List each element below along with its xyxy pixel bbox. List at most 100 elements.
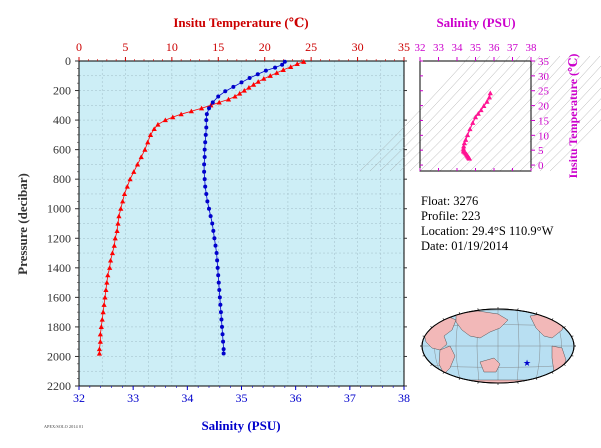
- salinity-point: [203, 140, 208, 145]
- temperature-point: [109, 250, 116, 256]
- salinity-point: [210, 221, 215, 226]
- salinity-point: [202, 169, 207, 174]
- temperature-point: [107, 265, 113, 270]
- bottom-tick-label: 33: [127, 391, 139, 405]
- temperature-point: [98, 324, 104, 329]
- salinity-point: [221, 339, 226, 344]
- temperature-point: [261, 76, 267, 81]
- y-tick-label: 0: [65, 54, 71, 68]
- map-tick-top: [422, 335, 425, 337]
- salinity-point: [216, 280, 221, 285]
- ts-point: [486, 94, 492, 100]
- ts-point: [484, 99, 490, 104]
- map-tick-top: [430, 326, 433, 328]
- y-tick-label: 1200: [47, 231, 71, 245]
- temperature-point: [102, 294, 108, 300]
- float-location: Location: 29.4°S 110.9°W: [421, 224, 554, 238]
- top-tick-label: 25: [305, 40, 317, 54]
- map-tick-top: [563, 326, 566, 328]
- temperature-point: [145, 139, 151, 145]
- top-axis-title: Insitu Temperature (℃): [173, 15, 308, 30]
- temperature-point: [121, 191, 128, 197]
- temperature-point: [97, 339, 103, 344]
- salinity-point: [216, 94, 221, 99]
- density-contour: [409, 55, 521, 172]
- salinity-point: [207, 106, 211, 111]
- salinity-line: [203, 61, 286, 354]
- salinity-point: [207, 206, 211, 211]
- ts-point: [461, 143, 467, 149]
- salinity-point: [223, 89, 228, 94]
- y-tick-label: 600: [53, 143, 71, 157]
- top-tick-label: 5: [122, 40, 128, 54]
- map-tick-bottom: [430, 364, 433, 366]
- map-tick-top: [535, 312, 538, 315]
- ts-y-tick-label: 5: [538, 145, 544, 157]
- y-axis-title: Pressure (decibar): [15, 173, 30, 275]
- salinity-point: [204, 191, 209, 196]
- salinity-point: [203, 132, 208, 137]
- temperature-point: [103, 287, 109, 293]
- continent-asia: [455, 310, 509, 339]
- ts-point: [464, 132, 471, 138]
- map-tick-top: [442, 318, 445, 321]
- temperature-point: [280, 67, 286, 72]
- salinity-point: [202, 162, 207, 167]
- temperature-point: [188, 108, 194, 114]
- ts-x-tick-label: 34: [452, 42, 464, 54]
- ts-y-tick-label: 0: [538, 160, 544, 172]
- salinity-point: [205, 199, 210, 204]
- temperature-point: [255, 79, 261, 84]
- salinity-point: [211, 228, 216, 233]
- density-contour: [379, 55, 491, 172]
- top-tick-label: 30: [352, 40, 364, 54]
- temperature-point: [250, 82, 257, 87]
- temperature-point: [294, 61, 300, 67]
- temperature-point: [120, 198, 126, 204]
- y-tick-label: 2000: [47, 349, 71, 363]
- temperature-point: [114, 228, 120, 233]
- salinity-point: [217, 287, 222, 292]
- map-tick-top: [551, 318, 554, 321]
- temperature-point: [131, 169, 137, 174]
- map-tick-bottom: [551, 371, 554, 374]
- map-tick-top: [458, 312, 461, 315]
- density-contour: [459, 55, 571, 172]
- ts-point: [478, 107, 484, 113]
- ts-x-tick-label: 32: [415, 42, 426, 54]
- map-tick-bottom: [442, 371, 445, 374]
- ts-x-tick-label: 36: [489, 42, 501, 54]
- temperature-point: [107, 257, 114, 263]
- density-contour: [389, 55, 501, 172]
- world-map: ★: [420, 307, 576, 385]
- temperature-point: [104, 279, 110, 285]
- salinity-point: [263, 68, 268, 73]
- profile-date: Date: 01/19/2014: [421, 239, 509, 253]
- temperature-point: [115, 220, 121, 226]
- map-border-ticks: [420, 307, 576, 385]
- salinity-point: [210, 100, 215, 105]
- salinity-point: [221, 347, 226, 352]
- map-tick-bottom: [571, 355, 574, 357]
- density-contour: [369, 55, 481, 172]
- map-tick-top: [477, 308, 479, 311]
- bottom-axis-title: Salinity (PSU): [201, 418, 280, 433]
- y-tick-label: 1600: [47, 290, 71, 304]
- density-contour: [539, 109, 601, 172]
- ts-point: [466, 155, 472, 161]
- temperature-point: [118, 206, 124, 211]
- temperature-point: [111, 243, 117, 248]
- temperature-point: [274, 70, 280, 75]
- salinity-point: [202, 155, 207, 160]
- salinity-point: [214, 251, 219, 256]
- salinity-point: [273, 65, 278, 70]
- ts-diagram: 32 33 34 35 36 37 38 0 5 10 15 20 25 30 35 Salinity (P…: [359, 15, 601, 178]
- data-marks: [96, 59, 307, 356]
- temperature-point: [100, 309, 106, 315]
- float-id: Float: 3276: [421, 194, 479, 208]
- salinity-point: [220, 324, 224, 329]
- ts-point: [475, 111, 481, 116]
- density-contour: [449, 55, 561, 172]
- axis-ticks: 0 5 10 15 20 25 30 35 32 33 34 35 36 37 38 0 200 400 600 80…: [47, 40, 410, 405]
